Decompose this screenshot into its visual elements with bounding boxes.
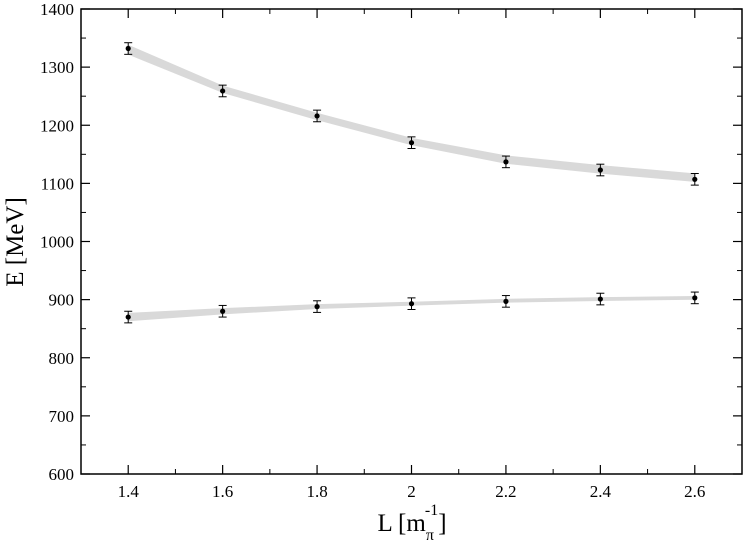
data-point-2	[407, 297, 416, 311]
point-marker	[220, 308, 226, 314]
point-marker	[597, 167, 603, 173]
x-axis-label: L [mπ -1]	[377, 502, 446, 544]
x-axis-label-subscript: π	[426, 527, 434, 544]
y-tick-label: 800	[49, 349, 75, 368]
data-point-2	[596, 292, 605, 306]
data-point-2	[124, 310, 133, 324]
data-point-1	[501, 155, 510, 169]
y-tick-label: 1200	[40, 116, 74, 135]
point-marker	[692, 295, 698, 301]
y-tick-label: 1300	[40, 58, 74, 77]
y-tick-label: 1100	[41, 174, 74, 193]
data-point-1	[690, 172, 699, 186]
x-axis-label-main: L [m	[377, 510, 426, 537]
plot-frame	[80, 8, 743, 475]
data-point-1	[124, 42, 133, 55]
data-point-1	[218, 84, 227, 98]
point-marker	[125, 314, 131, 320]
point-marker	[408, 140, 415, 146]
point-marker	[503, 298, 509, 304]
data-point-2	[501, 295, 510, 308]
x-axis-label-close: ]	[438, 510, 446, 537]
x-tick-label: 2.4	[590, 482, 612, 501]
x-tick-label: 1.6	[212, 482, 233, 501]
y-tick-label: 900	[49, 291, 75, 310]
y-axis-label: E [MeV]	[2, 197, 29, 287]
fit-band-1	[127, 44, 696, 182]
point-marker	[220, 88, 226, 94]
x-tick-label: 1.8	[306, 482, 327, 501]
x-tick-label: 2.2	[495, 482, 516, 501]
point-marker	[692, 176, 698, 182]
data-points	[124, 42, 699, 324]
point-marker	[314, 304, 320, 310]
point-marker	[125, 45, 131, 52]
point-marker	[314, 113, 320, 119]
tick-marks	[80, 8, 743, 475]
point-marker	[597, 296, 603, 302]
y-tick-label: 1400	[40, 0, 74, 19]
x-axis-label-superscript: -1	[425, 502, 438, 519]
data-point-1	[407, 136, 416, 149]
tick-labels: 1.4 1.6 1.8 2 2.2 2.4 2.6 600 700 800 900 1000 1100 1…	[40, 0, 705, 501]
x-tick-label: 2.6	[684, 482, 705, 501]
y-tick-label: 700	[49, 407, 75, 426]
point-marker	[503, 159, 509, 165]
fit-bands	[127, 44, 696, 322]
data-point-1	[596, 163, 605, 177]
data-point-1	[313, 109, 322, 123]
y-tick-label: 1000	[40, 233, 74, 252]
x-tick-label: 2	[407, 482, 416, 501]
point-marker	[408, 301, 415, 307]
data-point-2	[218, 304, 227, 318]
axes	[80, 8, 743, 475]
data-point-2	[313, 300, 322, 313]
x-tick-label: 1.4	[118, 482, 140, 501]
y-tick-label: 600	[49, 465, 75, 484]
data-point-2	[690, 291, 699, 305]
